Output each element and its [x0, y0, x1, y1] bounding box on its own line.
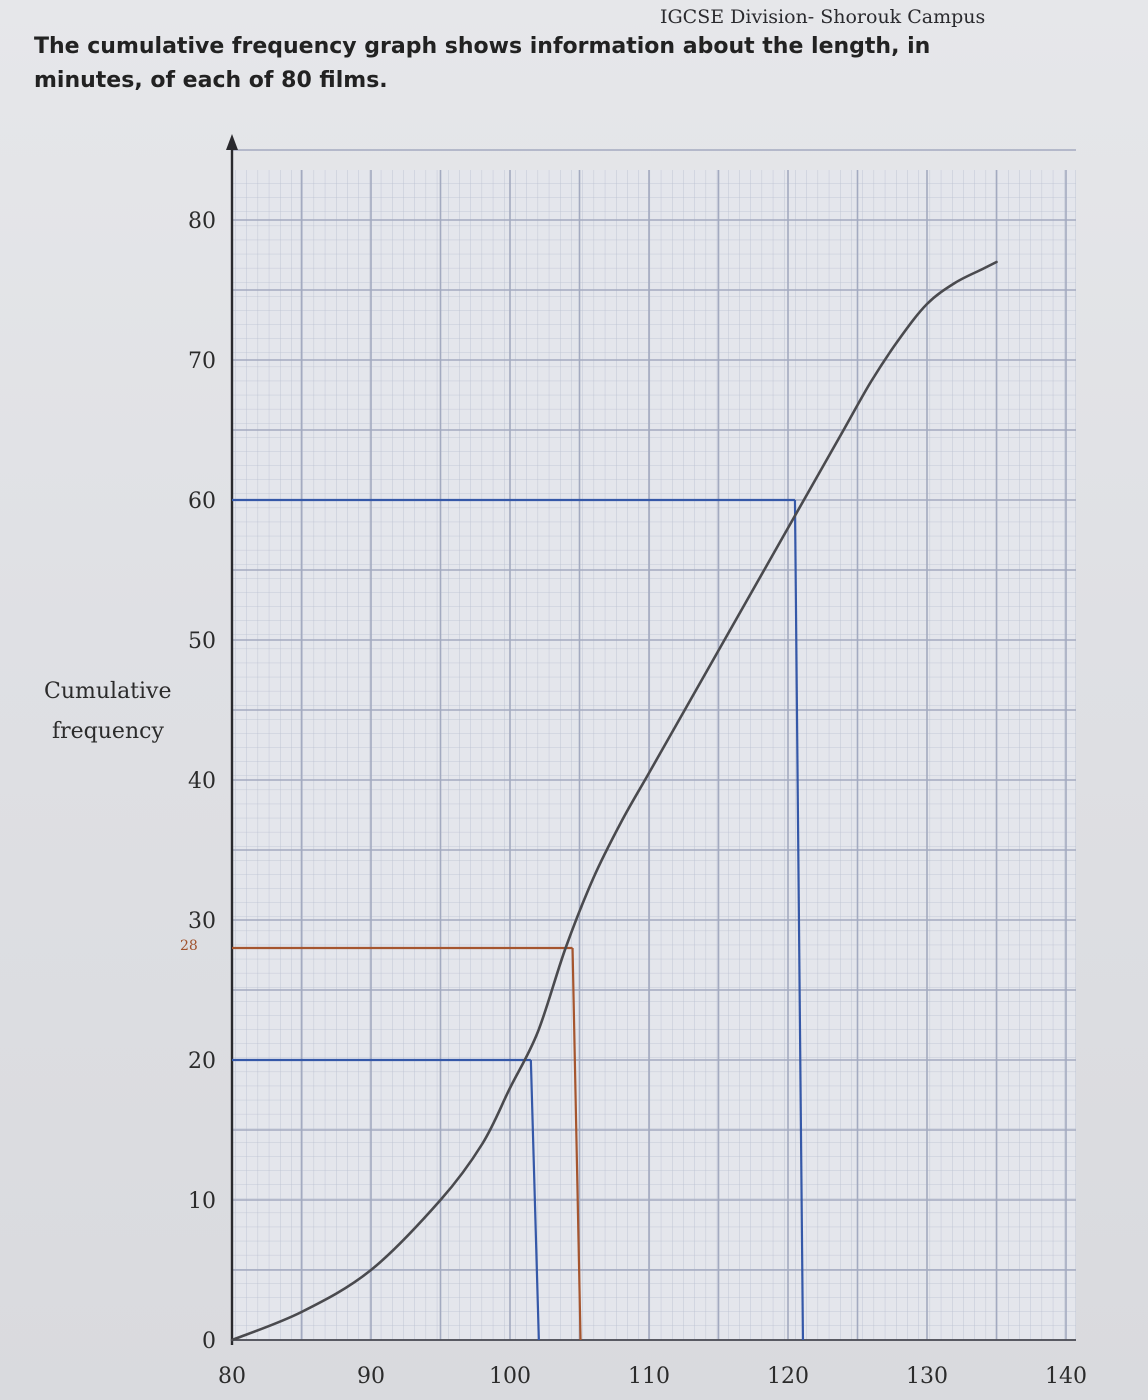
question-line-1: The cumulative frequency graph shows inf…: [34, 34, 931, 59]
x-tick-label: 90: [357, 1364, 385, 1389]
y-axis-label-line-2: frequency: [52, 719, 164, 744]
x-tick-label: 130: [906, 1364, 948, 1389]
y-tick-label: 20: [188, 1049, 216, 1074]
y-axis-label-line-1: Cumulative: [44, 679, 172, 704]
y-tick-label: 50: [188, 629, 216, 654]
guide-line-vertical: [529, 1059, 540, 1341]
x-tick-labels: 80 90 100 110 120 130 140: [218, 1364, 1087, 1389]
x-tick-label: 140: [1045, 1364, 1087, 1389]
minor-grid: [232, 170, 1076, 1340]
guide-lines: [232, 498, 805, 1341]
school-header: IGCSE Division- Shorouk Campus: [660, 6, 986, 28]
guide-line-vertical: [571, 947, 582, 1341]
y-tick-label: 70: [188, 349, 216, 374]
y-tick-label: 40: [188, 769, 216, 794]
x-tick-label: 120: [767, 1364, 809, 1389]
guide-line-vertical: [793, 499, 805, 1341]
y-tick-label: 30: [188, 909, 216, 934]
cumulative-frequency-curve: [230, 260, 998, 1342]
x-tick-label: 110: [628, 1364, 670, 1389]
handwritten-y-mark: 28: [180, 938, 198, 954]
axes: [226, 134, 1076, 1345]
x-tick-label: 100: [489, 1364, 531, 1389]
y-axis-arrow: [226, 134, 238, 150]
y-tick-label: 0: [202, 1329, 216, 1354]
y-tick-labels: 0 10 20 30 40 50 60 70 80: [188, 209, 216, 1354]
question-line-2: minutes, of each of 80 films.: [34, 68, 388, 93]
y-tick-label: 80: [188, 209, 216, 234]
y-tick-label: 60: [188, 489, 216, 514]
y-tick-label: 10: [188, 1189, 216, 1214]
graph-paper-grid: [232, 170, 1076, 1340]
x-tick-label: 80: [218, 1364, 246, 1389]
curve-layer: [230, 260, 998, 1342]
question-text: The cumulative frequency graph shows inf…: [34, 30, 934, 98]
